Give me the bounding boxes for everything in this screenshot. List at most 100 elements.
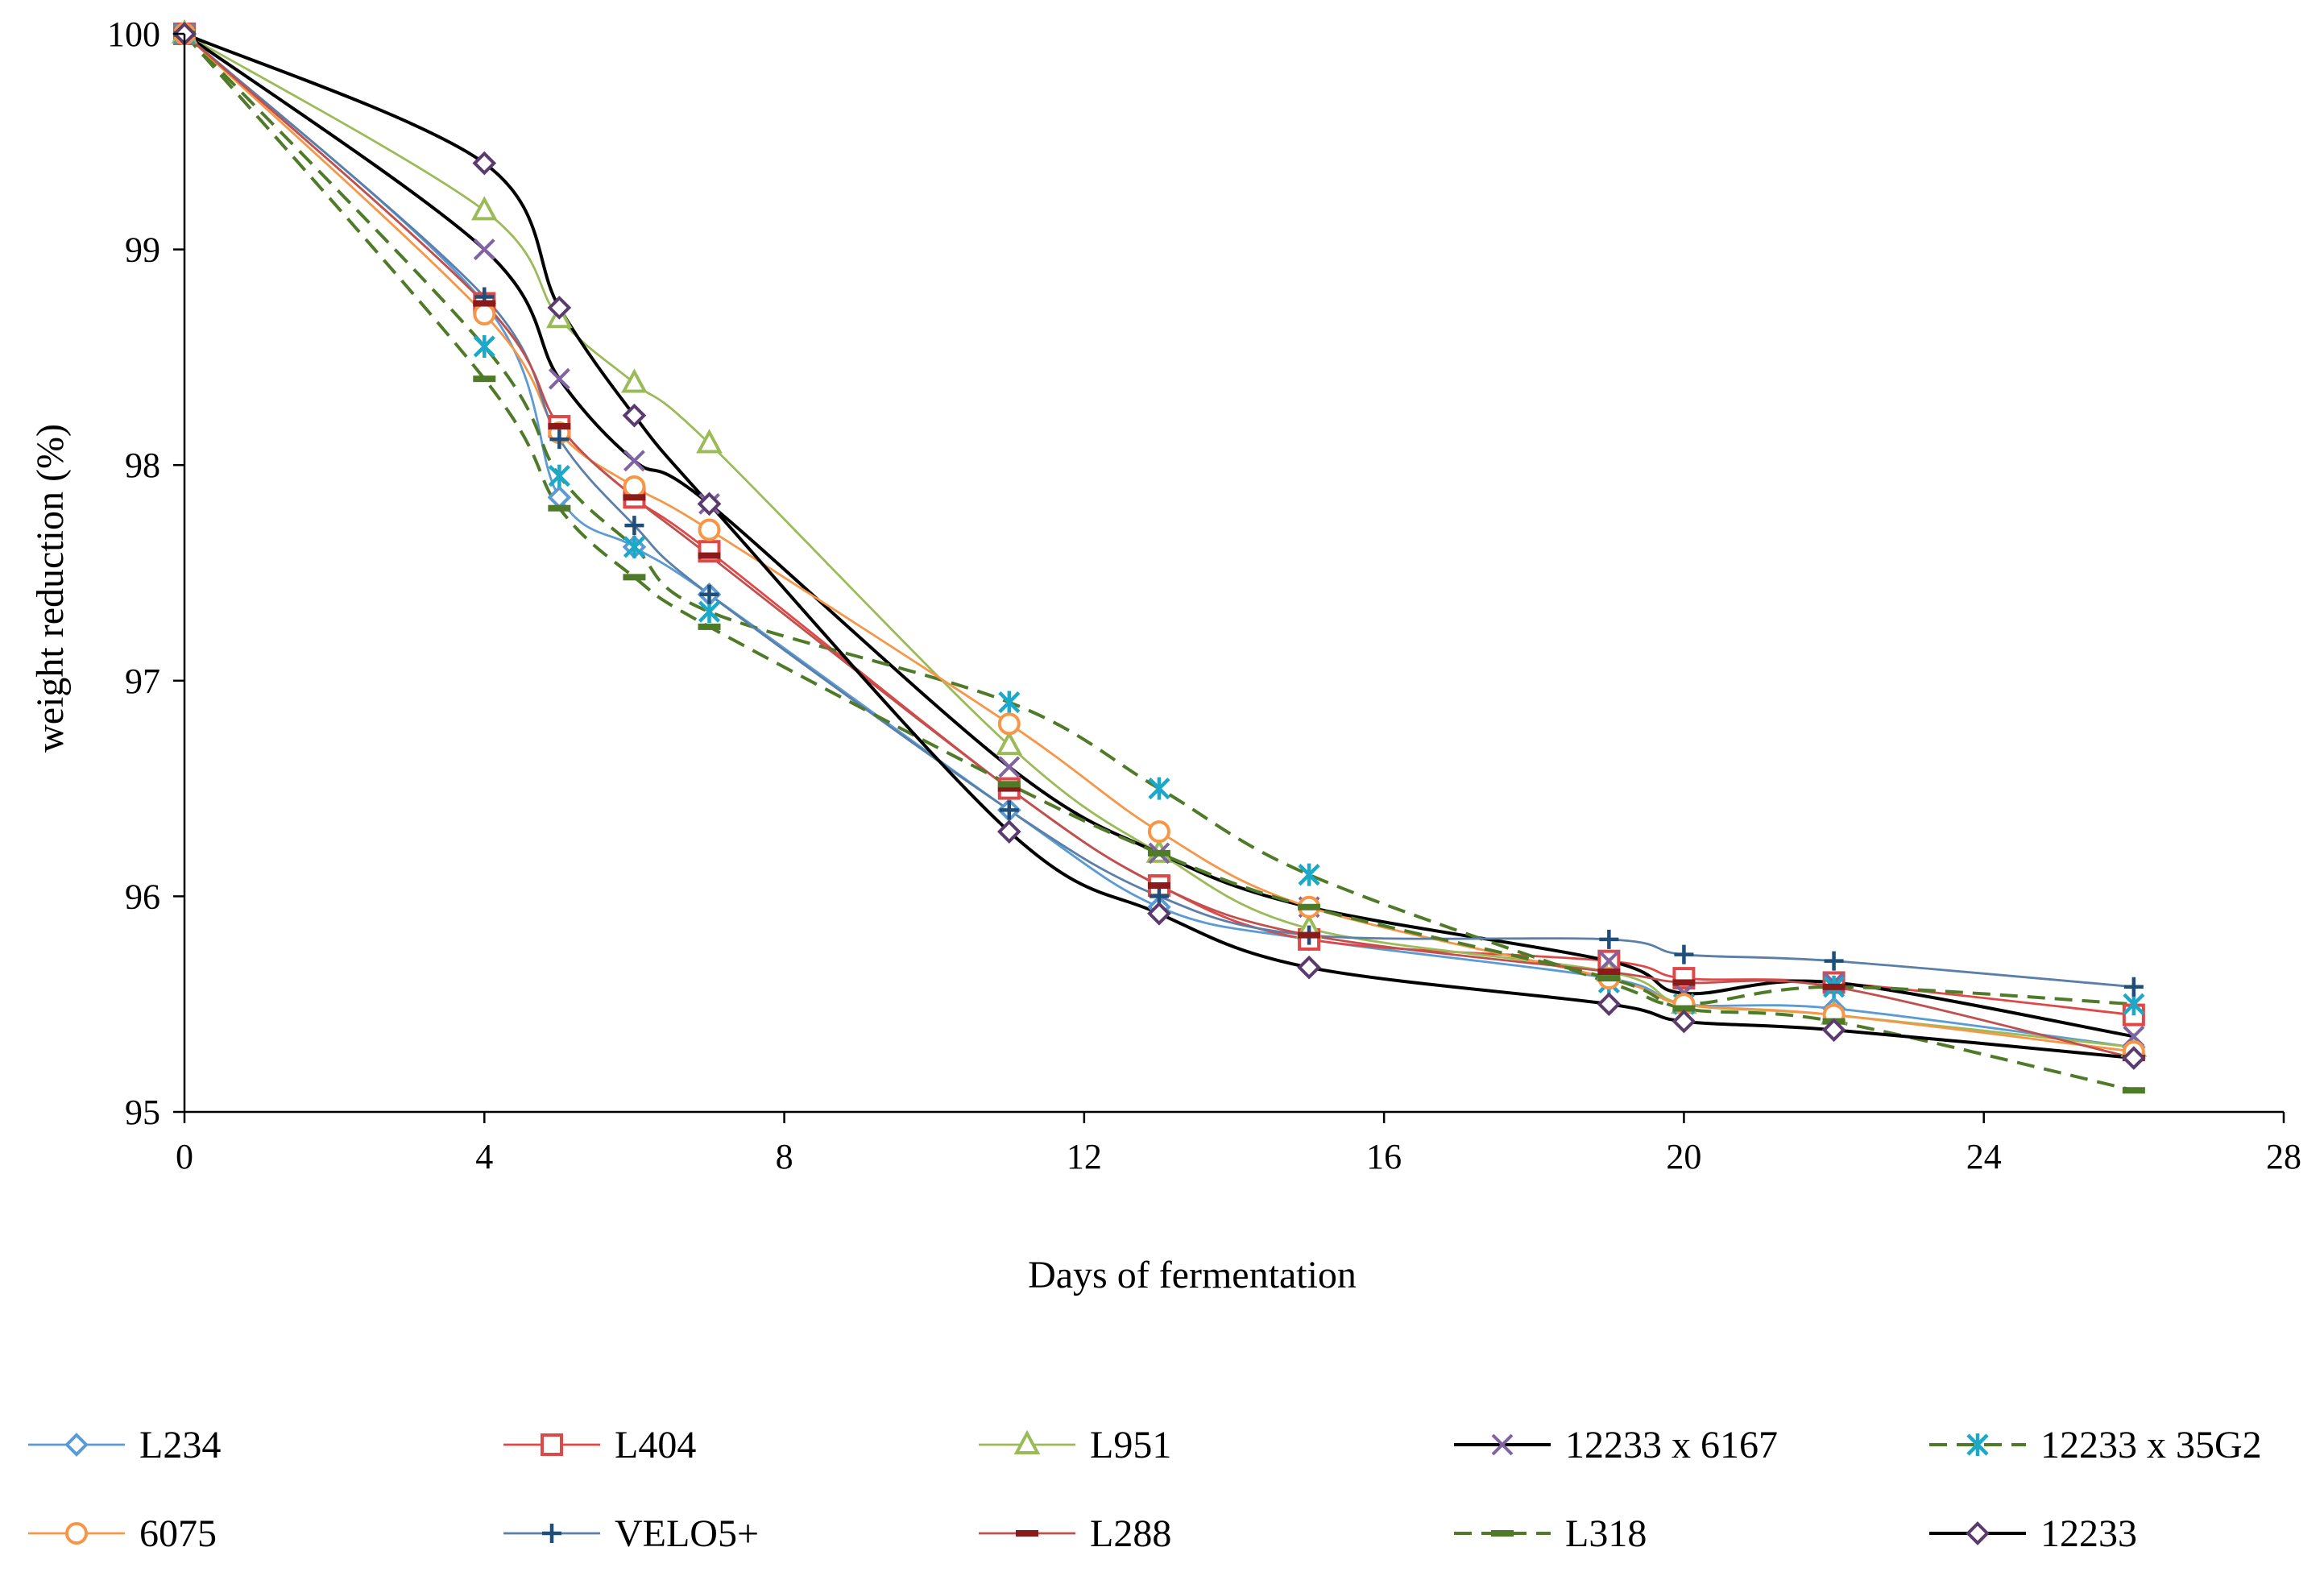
- data-point-velo5: [699, 584, 719, 604]
- data-point-velo5: [624, 516, 644, 536]
- legend-swatch-marker: [64, 1433, 89, 1457]
- series-line-12233-x-6167: [183, 32, 2135, 1039]
- series-markers: [171, 19, 2148, 1094]
- legend-swatch-marker: [65, 1522, 88, 1545]
- legend-swatch-marker: [1013, 1429, 1041, 1454]
- data-point-l951: [621, 368, 648, 393]
- series-line-l318: [183, 32, 2135, 1093]
- data-point-6075: [473, 302, 496, 326]
- data-point-12233: [1147, 901, 1171, 926]
- data-point-l288: [623, 494, 646, 501]
- series-lines: [183, 32, 2135, 1093]
- data-point-6075: [1147, 820, 1170, 844]
- data-point-l288: [1672, 979, 1696, 986]
- series-line-12233-x-35g2: [183, 32, 2135, 1006]
- x-tick-label: 4: [475, 1137, 493, 1176]
- data-point-12233: [996, 819, 1021, 844]
- data-point-l288: [548, 423, 571, 430]
- data-point-12233-x-35g2: [548, 464, 570, 487]
- data-point-l318: [473, 375, 496, 383]
- data-point-l318: [2122, 1087, 2145, 1094]
- data-point-12233-x-6167: [1597, 950, 1620, 973]
- legend-item-l404: L404: [503, 1424, 696, 1466]
- data-point-l288: [473, 300, 496, 307]
- data-point-l318: [623, 574, 646, 581]
- x-tick-label: 8: [776, 1137, 793, 1176]
- data-point-12233-x-6167: [548, 367, 570, 390]
- data-point-l318: [997, 781, 1021, 788]
- data-point-12233-x-35g2: [698, 600, 721, 624]
- legend-label: L318: [1565, 1512, 1647, 1555]
- data-point-12233-x-6167: [623, 450, 645, 472]
- data-point-6075: [698, 518, 721, 541]
- legend-label: VELO5+: [615, 1512, 759, 1555]
- data-point-12233: [547, 296, 572, 320]
- data-point-l318: [548, 504, 571, 512]
- legend-label: 12233 x 35G2: [2040, 1424, 2262, 1466]
- legend-swatch-marker: [1966, 1521, 1990, 1545]
- data-point-12233: [622, 403, 647, 428]
- legend-item-velo5: VELO5+: [503, 1512, 759, 1555]
- x-axis-ticks: 0 4 8 12 16 20 24 28: [176, 1112, 2301, 1176]
- legend-swatch-marker: [541, 1433, 563, 1456]
- data-point-l318: [1147, 849, 1170, 857]
- x-tick-label: 0: [176, 1137, 193, 1176]
- data-point-velo5: [549, 429, 570, 450]
- legend-swatch-marker: [542, 1524, 561, 1543]
- data-point-12233: [2122, 1046, 2146, 1070]
- data-point-12233-x-35g2: [1298, 863, 1320, 886]
- legend-item-6075: 6075: [28, 1512, 217, 1555]
- data-point-l288: [1298, 931, 1321, 939]
- data-point-l318: [698, 623, 721, 630]
- data-point-l951: [470, 196, 498, 221]
- data-point-velo5: [999, 800, 1019, 820]
- data-point-12233: [1297, 955, 1321, 980]
- data-point-velo5: [1674, 944, 1694, 964]
- legend-item-l318: L318: [1454, 1512, 1647, 1555]
- data-point-12233: [472, 151, 497, 176]
- data-point-l951: [996, 730, 1023, 756]
- data-point-l288: [1147, 882, 1170, 890]
- data-point-12233-x-6167: [998, 756, 1021, 778]
- data-point-l288: [698, 552, 721, 559]
- data-point-l288: [1597, 969, 1621, 976]
- data-point-6075: [623, 475, 646, 498]
- series-line-6075: [184, 32, 2135, 1053]
- legend-swatch-marker: [1016, 1530, 1038, 1537]
- x-tick-label: 28: [2266, 1137, 2301, 1176]
- data-point-l951: [696, 429, 723, 454]
- legend-label: L951: [1090, 1424, 1171, 1466]
- data-point-12233-x-35g2: [1148, 777, 1170, 800]
- data-point-12233: [1821, 1018, 1846, 1043]
- data-point-l234: [547, 485, 572, 510]
- y-tick-label: 95: [125, 1093, 160, 1132]
- x-tick-label: 12: [1067, 1137, 1102, 1176]
- legend-label: 12233: [2040, 1512, 2137, 1555]
- data-point-12233: [1672, 1009, 1696, 1034]
- legend-item-l288: L288: [979, 1512, 1171, 1555]
- series-line-l404: [184, 32, 2135, 1016]
- legend-item-12233-x-6167: 12233 x 6167: [1454, 1424, 1778, 1466]
- legend-item-l951: L951: [979, 1424, 1171, 1466]
- legend-label: L404: [615, 1424, 696, 1466]
- legend-swatch-marker: [1491, 1433, 1514, 1456]
- data-point-12233-x-35g2: [2123, 993, 2145, 1016]
- legend-swatch-marker: [1491, 1530, 1514, 1537]
- data-point-l288: [1822, 983, 1846, 990]
- x-tick-label: 16: [1366, 1137, 1402, 1176]
- data-point-12233: [1597, 992, 1622, 1017]
- y-tick-label: 98: [125, 446, 160, 485]
- legend-swatch-marker: [1966, 1433, 1989, 1456]
- legend-item-12233: 12233: [1929, 1512, 2137, 1555]
- legend-label: 6075: [139, 1512, 217, 1555]
- legend-label: L234: [139, 1424, 221, 1466]
- x-axis-title: Days of fermentation: [1028, 1254, 1357, 1296]
- data-point-velo5: [1599, 929, 1619, 949]
- y-tick-label: 99: [125, 230, 160, 270]
- x-tick-label: 20: [1666, 1137, 1701, 1176]
- data-point-6075: [997, 712, 1021, 736]
- data-point-12233-x-35g2: [623, 535, 646, 558]
- y-axis-ticks: 95 96 97 98 99 100: [107, 15, 184, 1132]
- y-axis-title: weight reduction (%): [29, 424, 72, 753]
